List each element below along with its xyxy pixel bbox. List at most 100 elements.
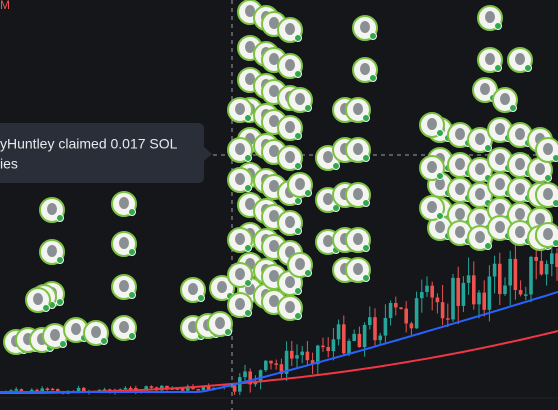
avatar-face xyxy=(119,237,129,249)
candle-body xyxy=(451,277,455,320)
candle-body xyxy=(404,308,408,324)
avatar xyxy=(25,287,51,313)
avatar-face xyxy=(455,183,465,195)
avatar-badge xyxy=(244,184,252,192)
candle-body xyxy=(456,277,460,306)
avatar-face xyxy=(285,301,295,313)
avatar-badge xyxy=(304,189,312,197)
avatar-face xyxy=(285,59,295,71)
avatar-badge xyxy=(552,154,558,162)
avatar-face xyxy=(285,151,295,163)
avatar-face xyxy=(353,188,363,200)
avatar-face xyxy=(543,228,553,240)
avatar-badge xyxy=(294,287,302,295)
avatar-badge xyxy=(494,22,502,30)
avatar-face xyxy=(515,53,525,65)
avatar xyxy=(209,275,235,301)
avatar-face xyxy=(535,163,545,175)
avatar xyxy=(487,215,513,241)
avatar xyxy=(287,172,313,198)
candle-body xyxy=(186,386,190,391)
candle-body xyxy=(347,340,351,354)
avatar-face xyxy=(495,221,505,233)
avatar-face xyxy=(47,245,57,257)
avatar-face xyxy=(71,323,81,335)
avatar-badge xyxy=(59,340,67,348)
avatar-face xyxy=(269,145,279,157)
avatar xyxy=(419,195,445,221)
avatar-face xyxy=(475,133,485,145)
avatar xyxy=(207,311,233,337)
avatar xyxy=(447,122,473,148)
avatar-badge xyxy=(544,174,552,182)
avatar xyxy=(287,252,313,278)
candle-body xyxy=(466,275,471,283)
avatar-face xyxy=(485,53,495,65)
candle-body xyxy=(524,294,528,296)
candle-body xyxy=(258,370,263,382)
avatar-face xyxy=(435,221,445,233)
avatar-face xyxy=(475,188,485,200)
avatar-face xyxy=(285,23,295,35)
candle-body xyxy=(388,303,393,318)
candle-body xyxy=(295,355,299,359)
avatar-face xyxy=(495,178,505,190)
avatar xyxy=(492,87,518,113)
avatar xyxy=(277,17,303,43)
avatar-face xyxy=(215,317,225,329)
candle-body xyxy=(336,324,341,340)
candle-body xyxy=(19,389,24,392)
avatar-face xyxy=(235,233,245,245)
avatar-badge xyxy=(484,144,492,152)
avatar xyxy=(277,53,303,79)
avatar-face xyxy=(495,153,505,165)
avatar-face xyxy=(295,178,305,190)
avatar-face xyxy=(495,203,505,215)
avatar-badge xyxy=(552,239,558,247)
avatar xyxy=(535,222,558,248)
avatar-badge xyxy=(509,104,517,112)
avatar-badge xyxy=(244,154,252,162)
avatar-face xyxy=(245,73,255,85)
avatar xyxy=(277,210,303,236)
candle-body xyxy=(440,302,445,319)
candle-body xyxy=(40,388,44,392)
candle-body xyxy=(503,285,507,295)
avatar-face xyxy=(33,293,43,305)
avatar-face xyxy=(269,53,279,65)
avatar-face xyxy=(235,103,245,115)
avatar-face xyxy=(515,128,525,140)
avatar-badge xyxy=(56,256,64,264)
avatar-badge xyxy=(436,212,444,220)
candle-body xyxy=(128,387,133,390)
avatar-face xyxy=(543,143,553,155)
avatar-badge xyxy=(128,332,136,340)
candle-body xyxy=(383,317,388,336)
avatar-badge xyxy=(294,162,302,170)
avatar-face xyxy=(119,197,129,209)
avatar-badge xyxy=(369,74,377,82)
avatar-face xyxy=(119,280,129,292)
avatar-face xyxy=(360,63,370,75)
avatar-face xyxy=(285,121,295,133)
candle-body xyxy=(321,345,325,348)
avatar-badge xyxy=(294,132,302,140)
ma-blue xyxy=(0,291,558,393)
avatar-face xyxy=(269,17,279,29)
candle-body xyxy=(498,263,502,295)
avatar-face xyxy=(515,208,525,220)
candle-body xyxy=(352,333,356,341)
avatar xyxy=(39,197,65,223)
avatar xyxy=(227,227,253,253)
avatar-face xyxy=(269,295,279,307)
candle-body xyxy=(357,333,362,348)
avatar-badge xyxy=(552,199,558,207)
avatar xyxy=(419,155,445,181)
avatar-badge xyxy=(362,114,370,122)
candle-body xyxy=(144,386,148,391)
avatar xyxy=(345,182,371,208)
avatar-face xyxy=(543,188,553,200)
candle-body xyxy=(399,307,403,309)
avatar-badge xyxy=(484,242,492,250)
